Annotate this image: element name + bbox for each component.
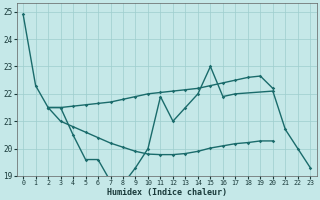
X-axis label: Humidex (Indice chaleur): Humidex (Indice chaleur) xyxy=(107,188,227,197)
